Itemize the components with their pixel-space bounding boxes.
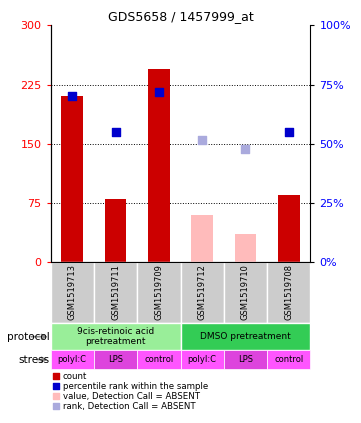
Text: LPS: LPS bbox=[108, 355, 123, 364]
Text: control: control bbox=[144, 355, 174, 364]
Point bbox=[53, 393, 58, 400]
Bar bbox=[235, 234, 256, 262]
Bar bbox=[224, 350, 267, 369]
Text: polyI:C: polyI:C bbox=[58, 355, 87, 364]
Text: LPS: LPS bbox=[238, 355, 253, 364]
Bar bbox=[267, 350, 310, 369]
Text: percentile rank within the sample: percentile rank within the sample bbox=[63, 382, 208, 391]
Text: GSM1519710: GSM1519710 bbox=[241, 264, 250, 320]
Text: GSM1519709: GSM1519709 bbox=[155, 264, 163, 320]
Bar bbox=[51, 350, 94, 369]
Point bbox=[243, 146, 248, 153]
Point bbox=[69, 93, 75, 100]
Text: DMSO pretreatment: DMSO pretreatment bbox=[200, 332, 291, 341]
Point bbox=[53, 383, 58, 390]
Text: polyI:C: polyI:C bbox=[188, 355, 217, 364]
Bar bbox=[137, 262, 180, 323]
Point bbox=[199, 136, 205, 143]
Text: protocol: protocol bbox=[7, 332, 50, 342]
Bar bbox=[94, 262, 137, 323]
Text: GSM1519712: GSM1519712 bbox=[198, 264, 206, 320]
Bar bbox=[148, 69, 170, 262]
Point bbox=[53, 403, 58, 409]
Text: GSM1519713: GSM1519713 bbox=[68, 264, 77, 321]
Text: rank, Detection Call = ABSENT: rank, Detection Call = ABSENT bbox=[63, 402, 195, 411]
Text: GSM1519708: GSM1519708 bbox=[284, 264, 293, 321]
Text: GSM1519711: GSM1519711 bbox=[111, 264, 120, 320]
Bar bbox=[180, 323, 310, 350]
Point bbox=[113, 129, 118, 135]
Bar bbox=[137, 350, 180, 369]
Bar bbox=[180, 350, 224, 369]
Title: GDS5658 / 1457999_at: GDS5658 / 1457999_at bbox=[108, 10, 253, 23]
Point bbox=[156, 89, 162, 96]
Bar bbox=[94, 350, 137, 369]
Text: 9cis-retinoic acid
pretreatment: 9cis-retinoic acid pretreatment bbox=[77, 327, 154, 346]
Bar bbox=[224, 262, 267, 323]
Bar bbox=[180, 262, 224, 323]
Text: count: count bbox=[63, 372, 87, 381]
Text: stress: stress bbox=[18, 354, 50, 365]
Bar bbox=[278, 195, 300, 262]
Bar bbox=[51, 262, 94, 323]
Text: value, Detection Call = ABSENT: value, Detection Call = ABSENT bbox=[63, 392, 200, 401]
Point bbox=[286, 129, 292, 135]
Text: control: control bbox=[274, 355, 304, 364]
Bar bbox=[267, 262, 310, 323]
Bar bbox=[51, 323, 180, 350]
Bar bbox=[61, 96, 83, 262]
Bar bbox=[105, 199, 126, 262]
Bar bbox=[191, 214, 213, 262]
Point bbox=[53, 373, 58, 380]
